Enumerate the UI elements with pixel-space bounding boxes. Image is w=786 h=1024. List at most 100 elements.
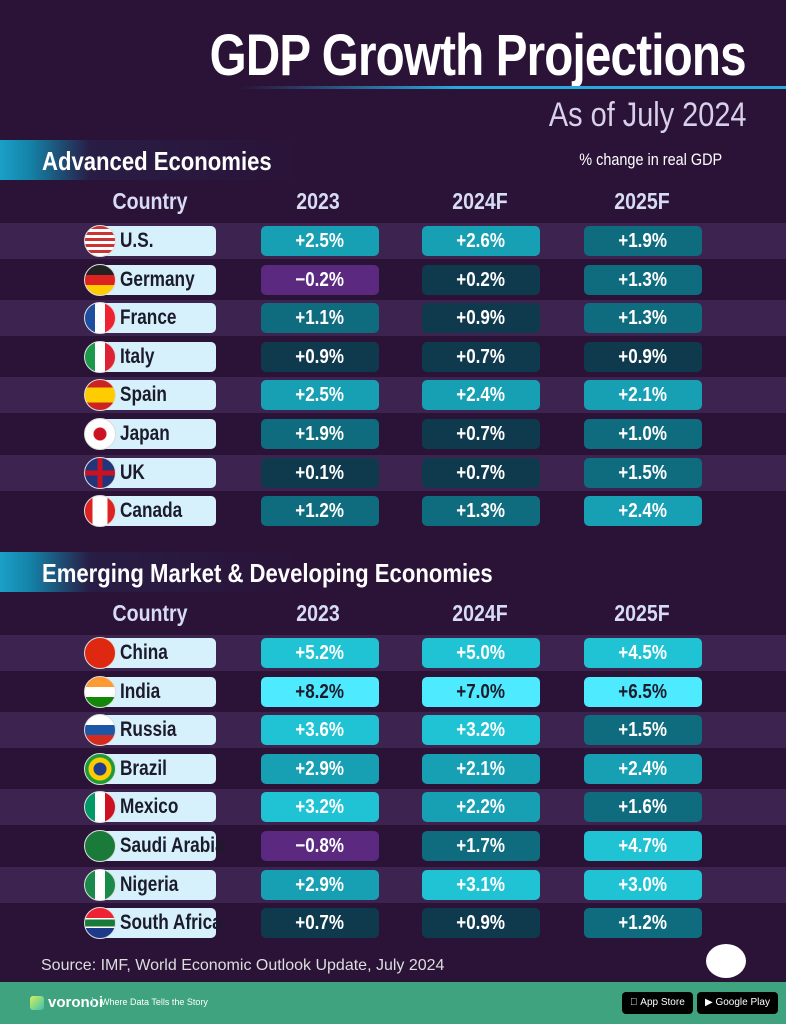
value-cell: +2.2% [422,792,540,823]
value-text: +0.7% [456,345,506,368]
unit-note: % change in real GDP [579,150,722,169]
flag-sa-icon [84,830,116,862]
value-text: +1.7% [456,835,506,857]
value-text: +1.1% [295,307,345,330]
value-cell: +2.9% [261,869,379,900]
value-cell: +1.2% [261,496,379,527]
flag-ng-icon [84,868,116,901]
value-text: +1.3% [456,500,506,523]
value-cell: +0.7% [422,457,540,488]
value-cell: +5.0% [422,638,540,668]
value-cell: +1.3% [584,264,702,295]
value-text: +0.7% [295,912,345,935]
country-label: Brazil [98,753,216,784]
value-text: +1.5% [618,461,668,484]
value-text: +4.5% [618,642,668,664]
value-text: +0.9% [456,912,506,935]
value-cell: +2.4% [584,496,702,527]
section-title: Emerging Market & Developing Economies [42,558,493,588]
flag-uk-icon [84,456,116,489]
value-text: +1.3% [618,268,668,291]
country-name: South Africa [120,911,222,935]
country-label: Nigeria [98,869,216,900]
column-header: 2023 [296,188,340,214]
country-name: France [120,306,177,330]
value-cell: +0.9% [422,303,540,334]
country-label: China [98,638,216,668]
country-name: Italy [120,344,155,368]
country-label: Mexico [98,792,216,823]
value-cell: +0.9% [584,341,702,372]
value-text: +2.1% [456,757,506,780]
google-play-button[interactable]: ▶ Google Play [697,992,778,1014]
table-row: China +5.2% +5.0% +4.5% [0,635,786,671]
voronoi-brand[interactable]: voronoi [30,994,103,1011]
value-text: +2.5% [295,230,345,252]
value-cell: +4.7% [584,831,702,861]
value-cell: +1.0% [584,419,702,449]
app-store-label: App Store [630,997,684,1008]
value-text: +0.7% [456,461,506,484]
country-label: UK [98,457,216,488]
value-cell: +1.5% [584,715,702,746]
value-cell: +5.2% [261,638,379,668]
value-cell: +2.4% [422,380,540,411]
value-cell: +1.9% [584,226,702,256]
value-cell: +3.1% [422,869,540,900]
value-cell: +1.2% [584,908,702,939]
table-row: France +1.1% +0.9% +1.3% [0,300,786,337]
flag-it-icon [84,340,116,373]
country-label: Spain [98,380,216,411]
country-name: U.S. [120,229,154,252]
country-label: Saudi Arabia [98,831,225,861]
country-label: U.S. [98,226,216,256]
value-cell: +6.5% [584,676,702,707]
value-cell: +0.7% [422,341,540,372]
value-cell: +4.5% [584,638,702,668]
source-note: Source: IMF, World Economic Outlook Upda… [41,957,445,974]
value-text: +2.5% [295,384,345,407]
column-header: 2024F [452,600,508,626]
visual-capitalist-logo-icon [706,944,746,978]
value-cell: +1.6% [584,792,702,823]
value-text: +5.2% [295,642,345,664]
section-banner: Emerging Market & Developing Economies [0,552,493,592]
table-row: U.S. +2.5% +2.6% +1.9% [0,223,786,259]
value-cell: +3.2% [422,715,540,746]
country-name: Canada [120,499,183,523]
value-cell: +0.9% [261,341,379,372]
country-name: China [120,641,168,664]
value-cell: +3.0% [584,869,702,900]
value-cell: +0.9% [422,908,540,939]
flag-ru-icon [84,714,116,747]
flag-de-icon [84,263,116,296]
value-cell: +2.5% [261,380,379,411]
value-text: +1.2% [295,500,345,523]
country-name: Japan [120,422,170,445]
country-label: South Africa [98,908,222,939]
google-play-label: Google Play [715,997,770,1008]
subtitle: As of July 2024 [548,96,746,134]
value-text: +1.9% [618,230,668,252]
value-text: +1.9% [295,423,345,445]
flag-br-icon [84,752,116,785]
table-row: Spain +2.5% +2.4% +2.1% [0,377,786,414]
column-header: Country [112,600,188,626]
value-text: +3.0% [618,873,668,896]
flag-cn-icon [84,637,116,669]
country-name: Germany [120,267,195,291]
value-text: +1.2% [618,912,668,935]
column-header: 2024F [452,188,508,214]
country-label: India [98,676,216,707]
column-header: 2025F [614,600,670,626]
table-row: UK +0.1% +0.7% +1.5% [0,454,786,491]
app-store-button[interactable]:  App Store [622,992,693,1014]
value-text: −0.8% [295,835,345,857]
value-cell: +2.9% [261,753,379,784]
flag-jp-icon [84,418,116,450]
value-cell: +8.2% [261,676,379,707]
value-text: +0.9% [456,307,506,330]
table-row: India +8.2% +7.0% +6.5% [0,674,786,710]
table-row: Mexico +3.2% +2.2% +1.6% [0,789,786,826]
table-row: Canada +1.2% +1.3% +2.4% [0,493,786,529]
